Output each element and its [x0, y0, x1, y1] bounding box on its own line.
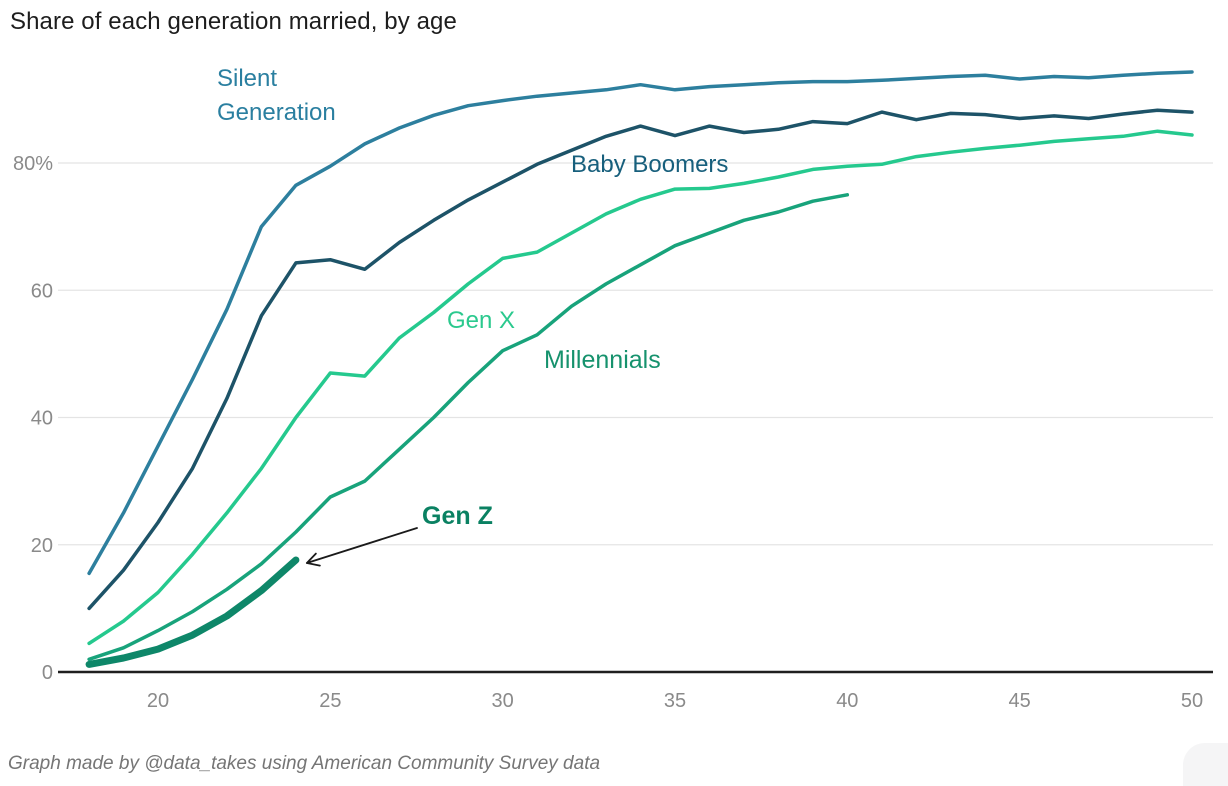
y-tick-label: 40	[31, 408, 53, 430]
series-label-gen-x: Gen X	[447, 307, 516, 334]
x-tick-label: 50	[1181, 690, 1203, 712]
x-tick-label: 35	[664, 690, 686, 712]
series-line-millennials	[87, 193, 850, 662]
corner-watermark	[1183, 743, 1228, 786]
y-tick-label: 80%	[13, 153, 53, 175]
series-line-gen-x	[87, 129, 1194, 646]
x-tick-label: 45	[1009, 690, 1031, 712]
y-tick-label: 0	[42, 662, 53, 684]
series-label-gen-z: Gen Z	[422, 502, 493, 530]
series-label-silent-generation: Silent Generation	[217, 65, 336, 126]
chart-title: Share of each generation married, by age	[10, 8, 457, 35]
y-tick-label: 60	[31, 280, 53, 302]
x-tick-label: 40	[836, 690, 858, 712]
source-credit: Graph made by @data_takes using American…	[8, 753, 601, 774]
gen-z-annotation-arrow	[305, 527, 418, 567]
series-label-baby-boomers: Baby Boomers	[571, 151, 729, 178]
x-tick-label: 30	[492, 690, 514, 712]
y-tick-label: 20	[31, 535, 53, 557]
x-tick-label: 20	[147, 690, 169, 712]
series-line-gen-z	[85, 556, 300, 668]
series-line-silent-generation	[87, 70, 1194, 576]
x-tick-label: 25	[319, 690, 341, 712]
series-line-baby-boomers	[87, 108, 1194, 611]
series-label-millennials: Millennials	[544, 346, 661, 374]
